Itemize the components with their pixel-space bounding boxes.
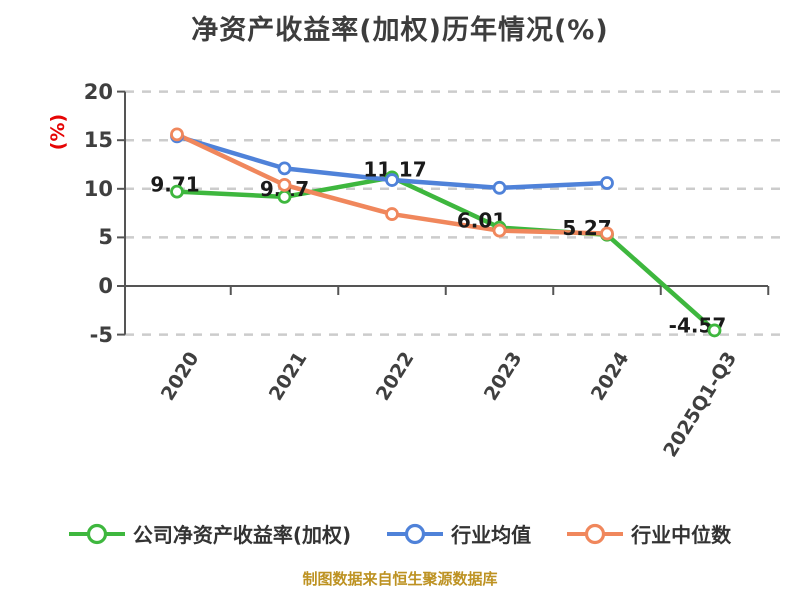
y-tick-label-20: 20 bbox=[83, 79, 113, 104]
legend-item-1[interactable]: 行业均值 bbox=[387, 519, 531, 548]
data-point-1-2[interactable] bbox=[385, 173, 399, 187]
data-point-2-3[interactable] bbox=[492, 223, 507, 238]
data-point-1-3[interactable] bbox=[492, 180, 507, 195]
legend-marker-icon bbox=[387, 523, 444, 544]
legend-item-2[interactable]: 行业中位数 bbox=[567, 519, 731, 548]
data-point-0-0[interactable] bbox=[170, 184, 184, 199]
data-point-2-0[interactable] bbox=[170, 127, 184, 142]
legend-item-0[interactable]: 公司净资产收益率(加权) bbox=[68, 519, 352, 548]
data-point-0-5[interactable] bbox=[707, 323, 722, 338]
legend-label-0: 公司净资产收益率(加权) bbox=[132, 523, 352, 547]
data-point-0-1[interactable] bbox=[277, 189, 292, 204]
y-tick-label--5: -5 bbox=[89, 322, 113, 347]
data-point-2-4[interactable] bbox=[600, 226, 614, 241]
series-line-0 bbox=[174, 175, 717, 333]
data-point-2-1[interactable] bbox=[277, 178, 292, 192]
legend: 公司净资产收益率(加权) 行业均值 行业中位数 bbox=[0, 519, 800, 548]
legend-label-2: 行业中位数 bbox=[631, 523, 732, 547]
chart-title: 净资产收益率(加权)历年情况(%) bbox=[191, 15, 609, 46]
y-tick-label-10: 10 bbox=[83, 176, 113, 201]
data-source-note: 制图数据来自恒生聚源数据库 bbox=[302, 570, 498, 588]
data-point-2-2[interactable] bbox=[385, 207, 399, 221]
legend-marker-icon bbox=[68, 523, 125, 544]
legend-label-1: 行业均值 bbox=[451, 523, 532, 547]
y-tick-label-5: 5 bbox=[98, 225, 113, 250]
y-tick-label-0: 0 bbox=[98, 274, 113, 298]
legend-marker-icon bbox=[567, 523, 624, 544]
data-point-1-4[interactable] bbox=[600, 176, 614, 190]
y-tick-label-15: 15 bbox=[83, 128, 113, 153]
data-point-1-1[interactable] bbox=[277, 161, 292, 176]
